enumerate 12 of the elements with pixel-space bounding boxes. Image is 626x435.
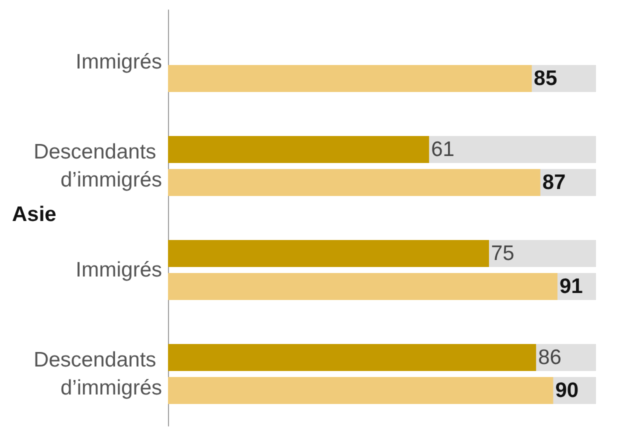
data-label: 75 <box>491 242 514 266</box>
y-tick-label: Descendants d’immigrés <box>34 140 162 192</box>
data-label: 61 <box>431 138 454 162</box>
y-tick-label: Descendants d’immigrés <box>34 348 162 400</box>
text: Asie <box>12 203 56 226</box>
y-tick-label: Immigrés <box>76 258 162 282</box>
data-label: 91 <box>559 274 584 298</box>
data-label: 90 <box>555 378 579 402</box>
data-label: 85 <box>534 66 558 90</box>
data-label: 86 <box>538 346 562 370</box>
y-tick-label: Immigrés <box>76 50 162 74</box>
data-label: 87 <box>542 170 566 194</box>
